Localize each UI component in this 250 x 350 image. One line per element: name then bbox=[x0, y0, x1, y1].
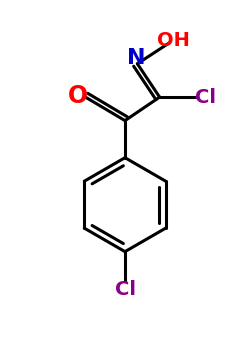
Text: O: O bbox=[68, 84, 88, 108]
Text: Cl: Cl bbox=[114, 280, 136, 300]
Text: Cl: Cl bbox=[195, 88, 216, 107]
Text: OH: OH bbox=[157, 31, 190, 50]
Text: N: N bbox=[127, 48, 146, 68]
